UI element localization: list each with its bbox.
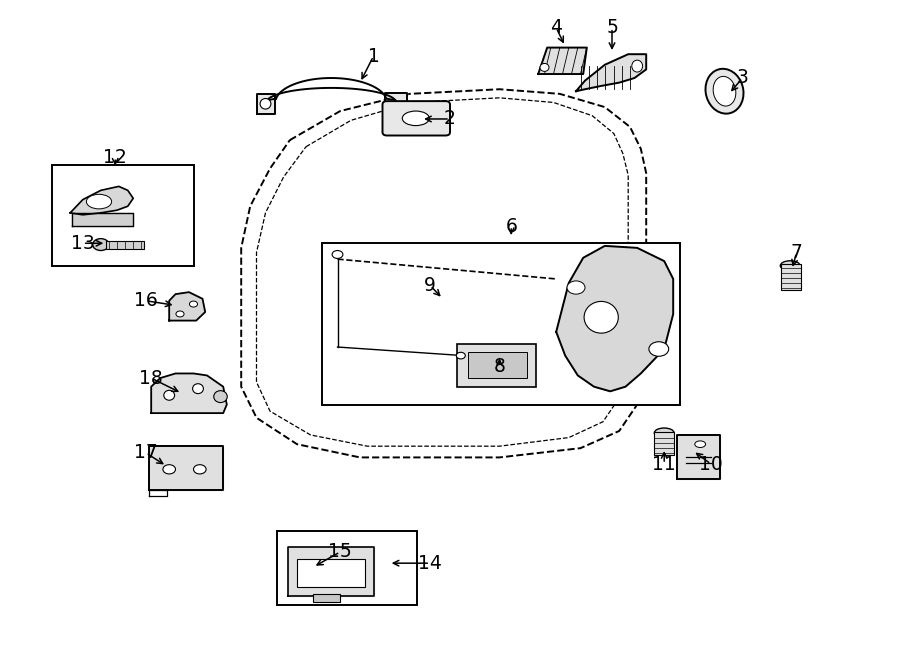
Bar <box>277 531 417 605</box>
Text: 18: 18 <box>140 369 163 387</box>
Polygon shape <box>151 373 227 413</box>
FancyBboxPatch shape <box>382 101 450 136</box>
Ellipse shape <box>584 301 618 333</box>
Ellipse shape <box>713 77 736 106</box>
Polygon shape <box>677 435 720 479</box>
Text: 13: 13 <box>71 234 94 253</box>
Ellipse shape <box>260 98 271 109</box>
Text: 1: 1 <box>367 47 380 65</box>
Bar <box>781 264 801 290</box>
Text: 16: 16 <box>134 292 158 310</box>
Ellipse shape <box>93 239 109 251</box>
Ellipse shape <box>456 352 465 359</box>
Bar <box>313 594 340 602</box>
Text: 6: 6 <box>505 217 518 235</box>
Bar <box>297 559 364 587</box>
Ellipse shape <box>706 69 743 114</box>
Polygon shape <box>556 246 673 391</box>
Text: 10: 10 <box>699 455 723 473</box>
Text: 15: 15 <box>328 543 352 561</box>
Bar <box>457 344 536 387</box>
Ellipse shape <box>164 390 175 400</box>
Polygon shape <box>538 48 587 74</box>
Polygon shape <box>256 94 274 114</box>
Text: 14: 14 <box>418 554 442 572</box>
Ellipse shape <box>86 194 112 209</box>
Text: 7: 7 <box>790 243 803 262</box>
Ellipse shape <box>780 260 800 271</box>
Text: 5: 5 <box>606 19 618 37</box>
Text: 8: 8 <box>493 358 506 376</box>
Ellipse shape <box>163 465 176 474</box>
Ellipse shape <box>540 63 549 71</box>
Ellipse shape <box>332 251 343 258</box>
Polygon shape <box>72 213 133 226</box>
Ellipse shape <box>567 281 585 294</box>
Ellipse shape <box>193 383 203 393</box>
Text: 4: 4 <box>550 19 562 37</box>
Ellipse shape <box>189 301 198 307</box>
Polygon shape <box>385 93 407 114</box>
Ellipse shape <box>194 465 206 474</box>
Ellipse shape <box>654 428 674 438</box>
Text: 12: 12 <box>104 148 127 167</box>
Text: 17: 17 <box>134 444 158 462</box>
Bar <box>322 243 680 405</box>
Ellipse shape <box>695 441 706 447</box>
Polygon shape <box>169 292 205 321</box>
Ellipse shape <box>214 391 227 403</box>
Bar <box>52 165 194 266</box>
Bar <box>106 241 144 249</box>
Bar <box>468 352 526 378</box>
Polygon shape <box>70 186 133 215</box>
Polygon shape <box>148 446 223 490</box>
Bar <box>654 432 674 455</box>
Text: 9: 9 <box>424 276 436 295</box>
Ellipse shape <box>649 342 669 356</box>
Polygon shape <box>288 547 374 596</box>
Ellipse shape <box>402 111 429 126</box>
Text: 2: 2 <box>444 110 456 128</box>
Ellipse shape <box>176 311 184 317</box>
Polygon shape <box>576 54 646 91</box>
Ellipse shape <box>632 60 643 72</box>
Text: 3: 3 <box>736 69 749 87</box>
Text: 11: 11 <box>652 455 676 473</box>
